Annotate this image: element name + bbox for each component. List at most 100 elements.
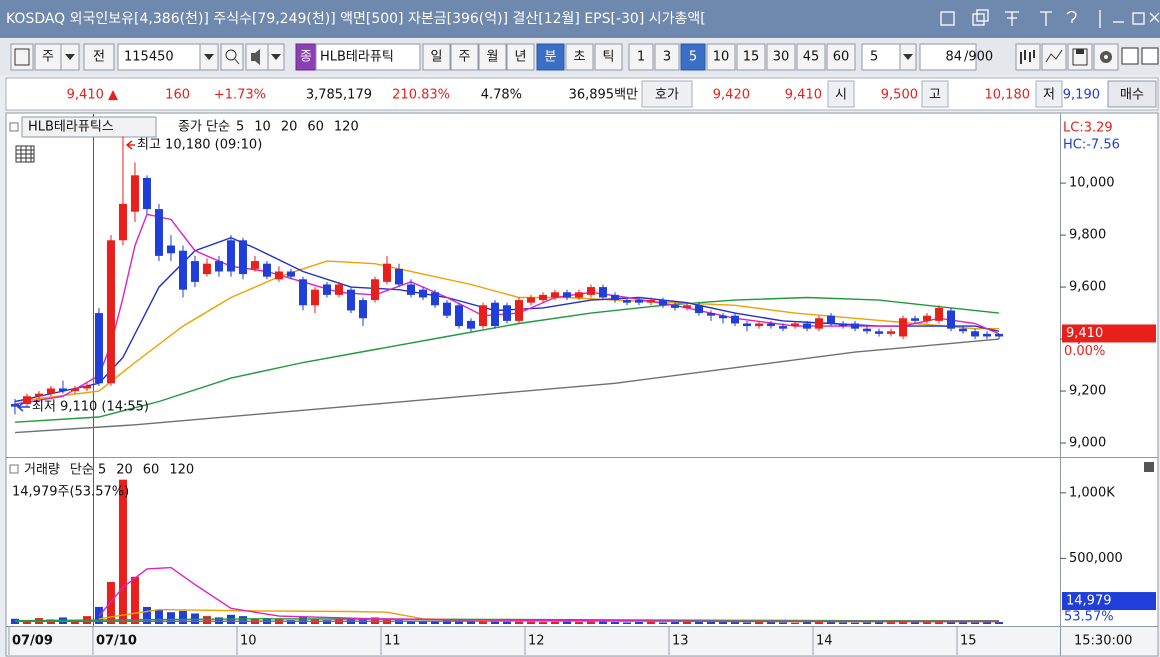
volume-bar — [406, 620, 415, 624]
candle-body — [430, 292, 439, 306]
label-box — [827, 80, 855, 108]
change-percent: +1.73% — [214, 88, 266, 103]
candle-body — [827, 315, 836, 324]
volume-bar — [779, 622, 788, 624]
legend-name: HLB테라퓨틱스 — [28, 120, 114, 135]
volume-subtitle: 14,979주(53.57%) — [12, 485, 129, 500]
candle-body — [695, 305, 704, 314]
candle-body — [995, 333, 1004, 337]
interval-value: 5 — [870, 50, 878, 65]
x-tick-label: 07/10 — [96, 634, 137, 649]
volume-bar — [827, 622, 836, 624]
count-input[interactable] — [919, 43, 977, 71]
candle-body — [779, 326, 788, 329]
legend-title: 거래량 — [24, 463, 60, 478]
period-label: 주 — [459, 50, 471, 65]
volume-bar — [142, 606, 151, 624]
interval-button[interactable] — [736, 43, 766, 71]
interval-button[interactable] — [706, 43, 736, 71]
period-label: 년 — [515, 50, 527, 65]
interval-button[interactable] — [628, 43, 654, 71]
candle-body — [370, 279, 379, 301]
count: 84 — [945, 50, 962, 65]
period-button[interactable] — [594, 43, 623, 71]
buy-button[interactable] — [1107, 80, 1157, 108]
candle-body — [202, 263, 211, 275]
volume-bar — [418, 621, 427, 624]
candle-body — [971, 331, 980, 337]
candle-body — [599, 287, 608, 298]
interval-button[interactable] — [826, 43, 856, 71]
volume-bar — [947, 620, 956, 624]
legend-entry: 60 — [307, 120, 324, 135]
search-button[interactable] — [220, 43, 244, 71]
y-tick-label: 10,000 — [1069, 176, 1115, 191]
moving-average-line — [14, 260, 999, 403]
chart-frame — [5, 112, 1159, 657]
candle-body — [274, 271, 283, 280]
volume-bar — [695, 622, 704, 624]
interval-input[interactable] — [861, 43, 901, 71]
tool-icons[interactable] — [1015, 43, 1159, 71]
volume-bar — [611, 622, 620, 624]
code-prefix-button[interactable] — [83, 43, 115, 71]
candle-body — [142, 177, 151, 210]
candle-body — [442, 302, 451, 316]
interval-button[interactable] — [680, 43, 706, 71]
y-tick-label: 9,800 — [1069, 228, 1106, 243]
period-button[interactable] — [506, 43, 535, 71]
candle-body — [298, 279, 307, 306]
period-button[interactable] — [478, 43, 507, 71]
period-button[interactable] — [422, 43, 451, 71]
x-tick-label: 15 — [960, 634, 977, 649]
candle-body — [911, 318, 920, 321]
interval-button[interactable] — [766, 43, 796, 71]
name-field[interactable] — [315, 43, 421, 71]
legend-entry: 120 — [334, 120, 359, 135]
dropdown-arrow — [903, 54, 913, 60]
interval-label: 3 — [663, 50, 671, 65]
candle-body — [526, 297, 535, 303]
period-button[interactable] — [450, 43, 479, 71]
interval-label: 30 — [773, 50, 790, 65]
open-label: 시 — [835, 88, 847, 103]
ask-label: 호가 — [655, 88, 679, 103]
volume-bar — [815, 621, 824, 624]
count-max: /900 — [964, 50, 993, 65]
candle-body — [214, 261, 223, 272]
time-label: 15:30:00 — [1074, 634, 1132, 649]
volume-bar — [154, 609, 163, 624]
title-icons[interactable] — [940, 9, 1160, 28]
volume-bar — [551, 621, 560, 624]
candle-body — [647, 300, 656, 303]
volume-bar — [286, 620, 295, 624]
candle-body — [466, 320, 475, 329]
panel-close[interactable] — [1144, 462, 1154, 472]
volume-bar — [659, 622, 668, 624]
candle-body — [106, 240, 115, 384]
volume-bar — [442, 620, 451, 624]
candle-body — [154, 209, 163, 256]
ask: 9,420 — [713, 88, 750, 103]
candle-body — [226, 240, 235, 272]
interval-button[interactable] — [654, 43, 680, 71]
interval-button[interactable] — [796, 43, 826, 71]
x-tick-label: 07/09 — [12, 634, 53, 649]
open-price: 9,500 — [881, 88, 918, 103]
stock-name: HLB테라퓨틱 — [320, 50, 394, 65]
volume-bar — [466, 621, 475, 624]
candle-body — [611, 294, 620, 301]
x-tick-label: 14 — [816, 634, 833, 649]
legend-entry: 20 — [281, 120, 298, 135]
candle-body — [490, 302, 499, 327]
period-button[interactable] — [536, 43, 565, 71]
period-button[interactable] — [565, 43, 594, 71]
current-price: 9,410 ▲ — [67, 88, 118, 103]
volume-bar — [791, 622, 800, 624]
chart-menu-button[interactable] — [10, 43, 34, 71]
candle-body — [575, 292, 584, 298]
y-tick-label: 9,600 — [1069, 280, 1106, 295]
current-change: 0.00% — [1064, 344, 1105, 359]
candle-body — [178, 250, 187, 290]
candle-body — [130, 175, 139, 212]
